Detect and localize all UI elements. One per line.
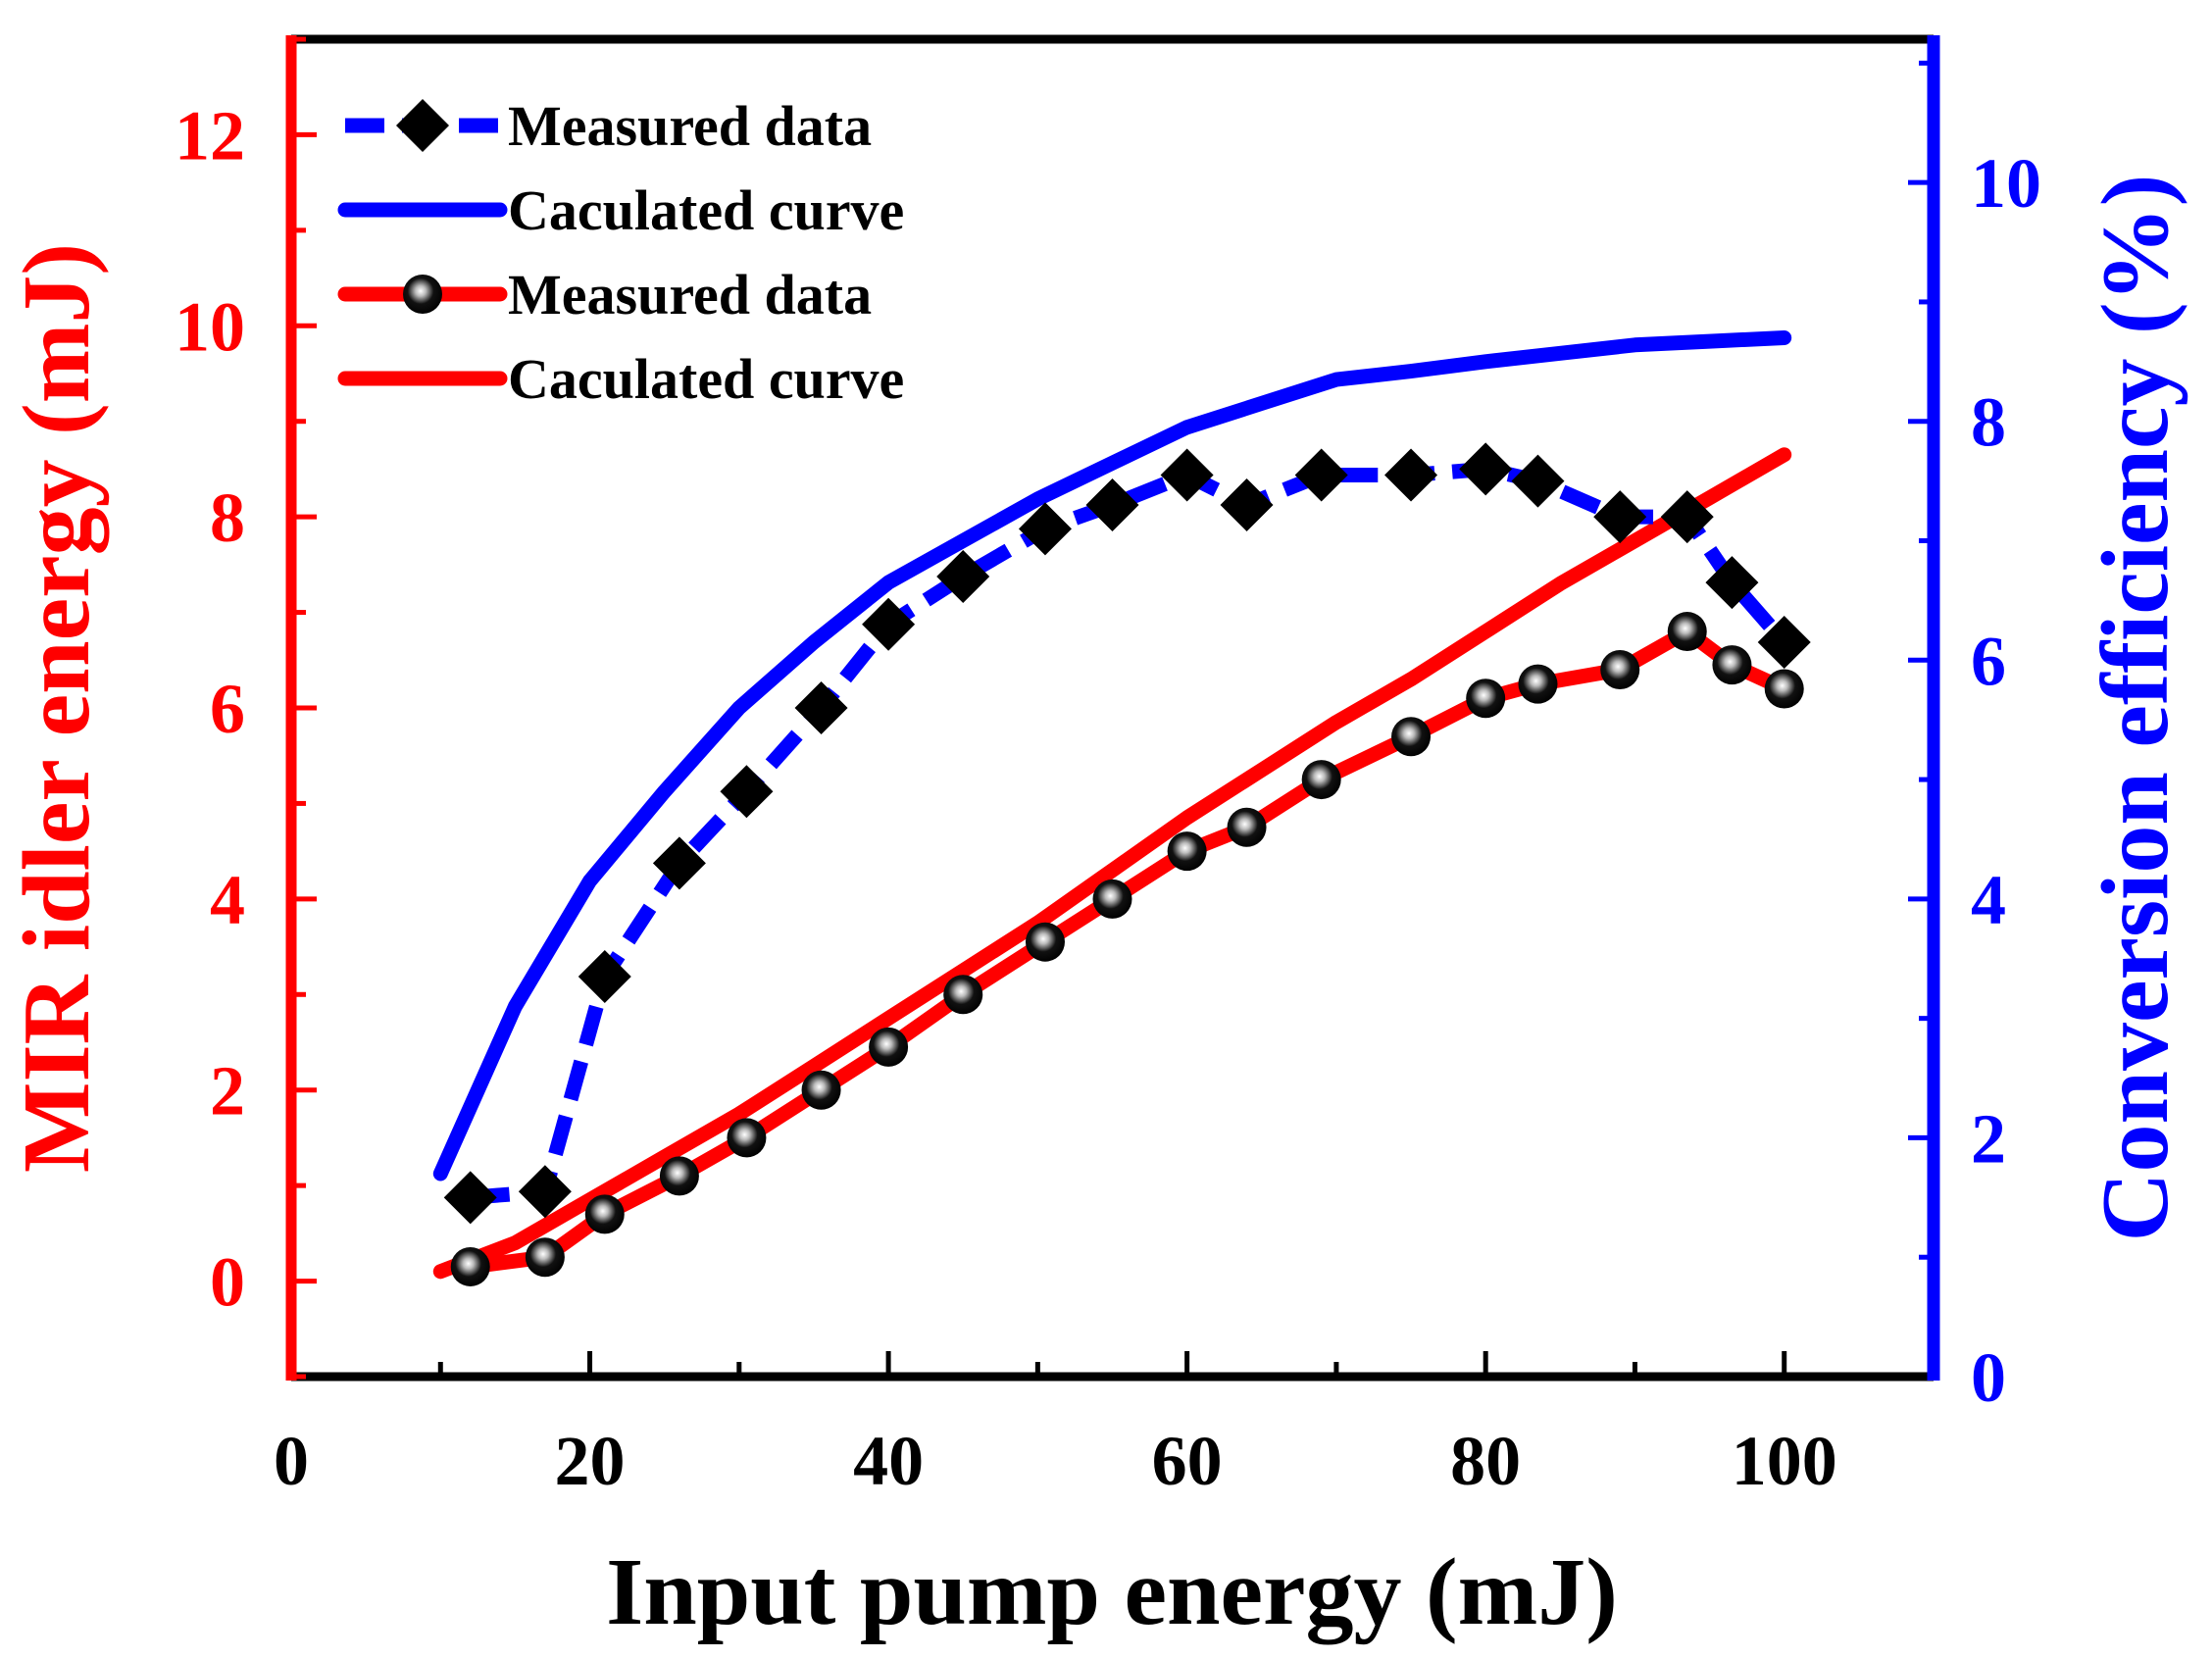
right-axis-title: Conversion efficiency (%) bbox=[2083, 175, 2188, 1242]
data-point-diamond bbox=[1757, 616, 1811, 670]
legend-entry: Measured data bbox=[345, 94, 872, 158]
data-point-sphere bbox=[1466, 679, 1506, 719]
right-tick-label: 8 bbox=[1971, 383, 2006, 462]
legend-entry: Caculated curve bbox=[337, 347, 904, 411]
legend-entry: Caculated curve bbox=[337, 178, 904, 242]
data-point-diamond bbox=[794, 681, 848, 734]
data-point-sphere bbox=[943, 975, 983, 1015]
right-tick-label: 0 bbox=[1971, 1338, 2006, 1417]
x-axis-title: Input pump energy (mJ) bbox=[606, 1539, 1618, 1645]
left-tick-label: 12 bbox=[175, 96, 245, 175]
series-line-idler_calculated bbox=[432, 447, 1792, 1280]
series-line-efficiency_measured bbox=[470, 461, 1790, 1205]
data-point-sphere bbox=[1712, 645, 1752, 685]
right-tick-label: 6 bbox=[1971, 622, 2006, 700]
right-tick-label: 10 bbox=[1971, 144, 2041, 223]
data-point-diamond bbox=[720, 765, 774, 819]
x-tick-label: 40 bbox=[853, 1422, 924, 1500]
data-point-diamond bbox=[1660, 490, 1714, 544]
data-point-sphere bbox=[801, 1070, 841, 1110]
left-tick-label: 2 bbox=[210, 1052, 245, 1131]
data-point-diamond bbox=[1220, 478, 1274, 531]
legend-label: Measured data bbox=[508, 94, 872, 158]
data-point-sphere bbox=[1301, 760, 1341, 800]
right-tick-label: 4 bbox=[1971, 861, 2006, 939]
labels: 0 20 40 60 80 100 0 2 4 6 8 10 12 0 2 4 6 8 10 Input pump e… bbox=[4, 96, 2188, 1645]
data-point-diamond bbox=[652, 836, 706, 890]
series-line-efficiency_calculated bbox=[432, 330, 1792, 1181]
series-efficiency_calculated bbox=[432, 330, 1792, 1181]
data-point-diamond bbox=[1018, 502, 1072, 556]
left-tick-label: 4 bbox=[210, 861, 245, 939]
data-point-sphere bbox=[584, 1194, 625, 1234]
data-point-diamond bbox=[1511, 454, 1565, 508]
x-tick-label: 0 bbox=[274, 1422, 309, 1500]
left-tick-label: 0 bbox=[210, 1243, 245, 1322]
x-tick-label: 80 bbox=[1450, 1422, 1521, 1500]
series-layer bbox=[432, 330, 1811, 1286]
data-point-sphere bbox=[1518, 664, 1558, 704]
data-point-sphere bbox=[659, 1156, 699, 1196]
data-point-sphere bbox=[1092, 879, 1132, 919]
left-tick-label: 10 bbox=[175, 287, 245, 366]
data-point-sphere bbox=[450, 1246, 490, 1286]
data-point-diamond bbox=[1384, 448, 1438, 502]
x-tick-label: 20 bbox=[555, 1422, 626, 1500]
left-axis-title: MIR idler energy (mJ) bbox=[4, 243, 110, 1173]
data-point-diamond bbox=[1085, 478, 1139, 531]
legend-label: Caculated curve bbox=[508, 178, 904, 242]
series-idler_measured bbox=[450, 612, 1804, 1286]
data-point-sphere bbox=[869, 1027, 909, 1067]
left-tick-label: 8 bbox=[210, 478, 245, 557]
data-point-sphere bbox=[1025, 922, 1065, 962]
data-point-diamond bbox=[1459, 442, 1513, 496]
left-tick-label: 6 bbox=[210, 670, 245, 748]
data-point-diamond bbox=[578, 950, 631, 1004]
data-point-diamond bbox=[1294, 448, 1348, 502]
series-idler_calculated bbox=[432, 447, 1792, 1280]
legend-entry: Measured data bbox=[337, 263, 872, 327]
data-point-sphere bbox=[1600, 650, 1640, 690]
data-point-diamond bbox=[1593, 490, 1647, 544]
data-point-sphere bbox=[1667, 612, 1707, 652]
x-tick-label: 100 bbox=[1732, 1422, 1837, 1500]
legend-marker-sphere bbox=[403, 275, 442, 314]
right-tick-label: 2 bbox=[1971, 1099, 2006, 1178]
data-point-diamond bbox=[518, 1165, 572, 1219]
data-point-sphere bbox=[1764, 669, 1804, 709]
axes bbox=[285, 34, 1940, 1382]
series-efficiency_measured bbox=[443, 442, 1811, 1225]
data-point-diamond bbox=[862, 597, 916, 651]
data-point-diamond bbox=[443, 1171, 497, 1225]
legend-label: Measured data bbox=[508, 263, 872, 327]
x-tick-label: 60 bbox=[1152, 1422, 1223, 1500]
data-point-sphere bbox=[525, 1237, 565, 1278]
data-point-diamond bbox=[1160, 448, 1214, 502]
data-point-diamond bbox=[936, 550, 990, 604]
legend-label: Caculated curve bbox=[508, 347, 904, 411]
legend-marker-diamond bbox=[396, 99, 449, 152]
data-point-diamond bbox=[1705, 556, 1759, 610]
legend: Measured data Caculated curve Measured dat… bbox=[337, 94, 904, 411]
data-point-sphere bbox=[1391, 717, 1432, 757]
data-point-sphere bbox=[1167, 831, 1207, 872]
data-point-sphere bbox=[727, 1118, 767, 1158]
data-point-sphere bbox=[1227, 807, 1267, 847]
